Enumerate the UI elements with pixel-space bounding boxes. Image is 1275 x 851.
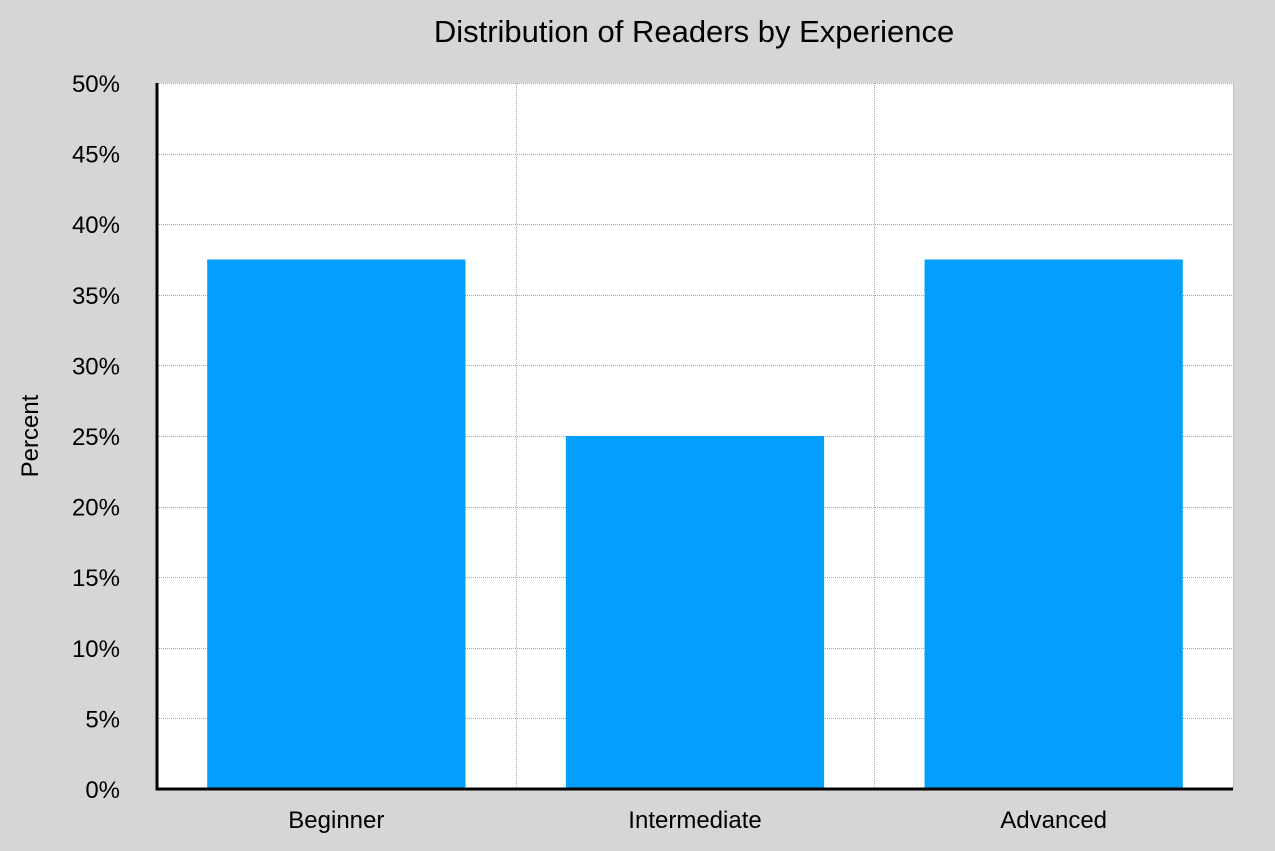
x-tick-label: Intermediate xyxy=(628,807,761,834)
bar-advanced xyxy=(924,259,1183,789)
y-tick-label: 35% xyxy=(72,283,120,310)
y-tick-label: 45% xyxy=(72,142,120,169)
y-tick-label: 25% xyxy=(72,424,120,451)
y-axis-label: Percent xyxy=(17,394,44,477)
x-tick-label: Advanced xyxy=(1000,807,1107,834)
chart-title: Distribution of Readers by Experience xyxy=(434,14,954,49)
y-tick-label: 50% xyxy=(72,71,120,98)
y-tick-label: 0% xyxy=(85,777,120,804)
y-tick-label: 30% xyxy=(72,353,120,380)
x-tick-label: Beginner xyxy=(288,807,384,834)
y-tick-label: 10% xyxy=(72,636,120,663)
y-tick-label: 20% xyxy=(72,495,120,522)
y-tick-label: 40% xyxy=(72,212,120,239)
bar-beginner xyxy=(207,259,466,789)
y-tick-label: 5% xyxy=(85,706,120,733)
plot-area: 0% 5% 10% 15% 20% 25% 30% 35% 40% 45% 50% Beginner I… xyxy=(72,71,1234,834)
y-tick-label: 15% xyxy=(72,565,120,592)
bar-intermediate xyxy=(565,436,825,789)
